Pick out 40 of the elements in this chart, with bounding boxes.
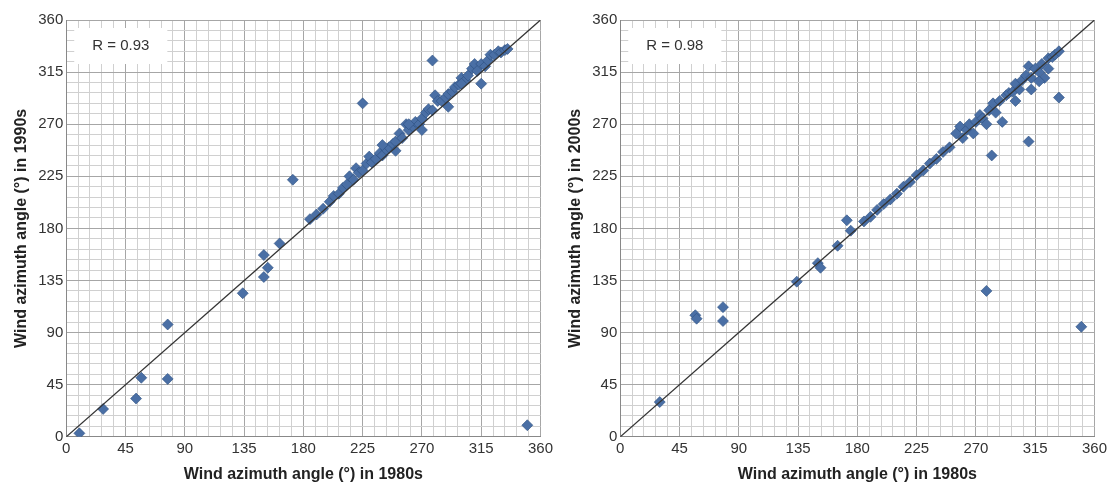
x-tick-label: 180 [290,438,316,456]
y-tick-label: 360 [38,10,64,28]
x-tick-label: 90 [176,438,194,456]
x-tick-label: 45 [671,438,688,456]
y-tick-label: 0 [54,426,64,444]
y-tick-label: 45 [600,374,618,392]
y-tick-label: 225 [592,166,618,184]
y-tick-label: 315 [38,62,64,80]
x-tick-label: 360 [527,438,553,456]
annotation: R = 0.98 [646,36,704,54]
y-tick-label: 135 [38,270,64,288]
x-tick-label: 135 [785,438,811,456]
x-tick-label: 315 [468,438,494,456]
y-tick-label: 360 [592,10,618,28]
y-tick-label: 270 [592,114,618,132]
x-tick-label: 270 [409,438,435,456]
annotation: R = 0.93 [92,36,150,54]
y-axis-title: Wind azimuth angle (°) in 1990s [12,108,30,348]
x-tick-label: 180 [844,438,870,456]
y-tick-label: 0 [608,426,618,444]
x-axis-title: Wind azimuth angle (°) in 1980s [183,464,424,482]
y-tick-label: 180 [38,218,64,236]
x-tick-label: 270 [963,438,989,456]
y-tick-label: 90 [46,322,64,340]
x-tick-label: 90 [730,438,748,456]
x-tick-label: 135 [231,438,257,456]
y-axis-title: Wind azimuth angle (°) in 2000s [566,108,584,348]
y-tick-label: 270 [38,114,64,132]
x-axis-title: Wind azimuth angle (°) in 1980s [737,464,978,482]
x-tick-label: 225 [350,438,376,456]
x-tick-label: 45 [117,438,134,456]
y-tick-label: 225 [38,166,64,184]
x-tick-label: 315 [1022,438,1048,456]
y-tick-label: 45 [46,374,64,392]
x-tick-label: 225 [904,438,930,456]
y-tick-label: 180 [592,218,618,236]
y-tick-label: 135 [592,270,618,288]
y-tick-label: 90 [600,322,618,340]
y-tick-label: 315 [592,62,618,80]
x-tick-label: 360 [1081,438,1107,456]
